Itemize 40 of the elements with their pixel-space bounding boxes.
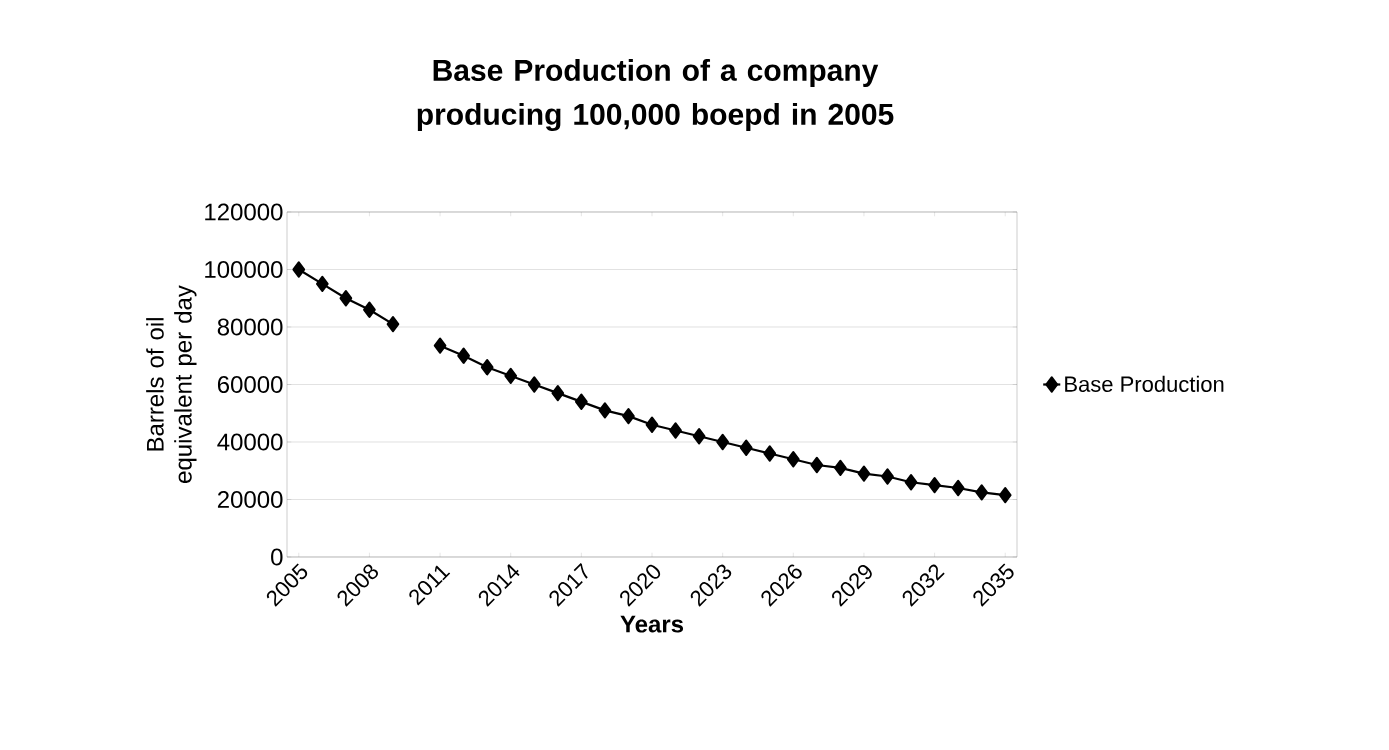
point (786, 451, 800, 468)
point (504, 367, 518, 384)
legend-label: Base Production (1065, 375, 1224, 392)
point (975, 484, 989, 501)
y-tick-label: 20000 (217, 491, 283, 508)
x-axis-title: Years (620, 615, 684, 633)
y-tick-label: 40000 (217, 433, 283, 451)
point (692, 428, 706, 445)
y-tick-label: 60000 (217, 376, 283, 393)
point (315, 275, 329, 292)
point (551, 385, 565, 402)
point (292, 261, 306, 278)
point (339, 290, 353, 307)
point (363, 301, 376, 318)
point (904, 474, 918, 491)
point (480, 359, 494, 376)
point (998, 487, 1012, 504)
point (928, 477, 941, 494)
point (575, 393, 588, 410)
y-tick-label: 100000 (205, 261, 283, 278)
y-axis-title: Barrels of oil equivalent per day (146, 285, 197, 483)
y-tick-label: 80000 (217, 318, 283, 336)
point (763, 445, 777, 462)
point (739, 439, 753, 456)
chart-title: Base Production of a company producing 100,000 boepd in 2005 (417, 58, 894, 132)
point (881, 468, 894, 485)
y-tick-label: 120000 (205, 203, 283, 221)
point (433, 337, 447, 354)
point (951, 479, 965, 497)
point (598, 402, 612, 419)
point (857, 465, 871, 482)
point (834, 459, 847, 476)
point (716, 433, 729, 451)
point (386, 316, 400, 333)
point (622, 408, 635, 425)
point (527, 376, 541, 393)
point (669, 422, 682, 439)
point (810, 456, 824, 474)
point (457, 347, 470, 364)
point (645, 416, 659, 433)
